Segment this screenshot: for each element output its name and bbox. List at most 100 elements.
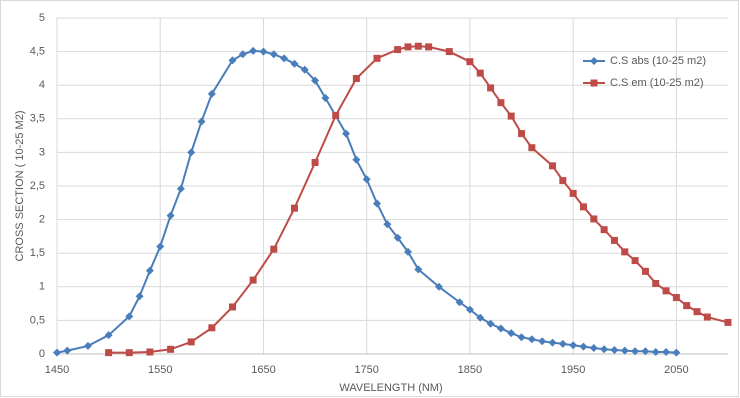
y-tick-label: 3 <box>39 146 45 158</box>
data-point <box>404 43 412 51</box>
data-point <box>63 346 72 355</box>
data-point <box>290 204 298 212</box>
data-point <box>311 158 319 166</box>
data-point <box>332 111 340 119</box>
data-point <box>342 129 351 138</box>
data-point <box>641 267 649 275</box>
data-point <box>631 347 640 356</box>
data-point <box>641 347 650 356</box>
data-point <box>703 313 711 321</box>
x-tick-label: 1850 <box>458 364 482 376</box>
data-point <box>269 50 278 59</box>
y-tick-label: 1,5 <box>30 247 45 259</box>
data-point <box>311 76 320 85</box>
data-point <box>476 69 484 77</box>
data-point <box>249 276 257 284</box>
data-point <box>693 308 701 316</box>
data-point <box>589 343 598 352</box>
data-point <box>145 266 154 275</box>
data-point <box>414 42 422 50</box>
data-point <box>238 50 247 59</box>
data-point <box>662 347 671 356</box>
data-point <box>579 342 588 351</box>
data-point <box>352 155 361 164</box>
y-tick-label: 0 <box>39 348 45 360</box>
data-point <box>610 345 619 354</box>
data-point <box>518 130 526 138</box>
legend-label: C.S abs (10-25 m2) <box>610 55 706 67</box>
y-tick-label: 4 <box>39 79 45 91</box>
data-point <box>383 220 392 229</box>
data-point <box>559 177 567 185</box>
data-point <box>527 335 536 344</box>
data-point <box>662 287 670 295</box>
data-point <box>497 99 505 107</box>
data-point <box>187 148 196 157</box>
y-tick-label: 0,5 <box>30 314 45 326</box>
data-point <box>558 339 567 348</box>
data-point <box>228 56 237 65</box>
data-point <box>176 184 185 193</box>
data-point <box>280 54 289 63</box>
data-point <box>590 215 598 223</box>
data-point <box>434 282 443 291</box>
data-point <box>548 338 557 347</box>
data-point <box>621 248 629 256</box>
legend-label: C.S em (10-25 m2) <box>610 77 704 89</box>
data-point <box>394 46 402 54</box>
data-point <box>414 265 423 274</box>
x-tick-label: 1650 <box>251 364 275 376</box>
data-point <box>105 349 113 357</box>
x-axis-title: WAVELENGTH (NM) <box>339 382 442 394</box>
data-point <box>651 347 660 356</box>
legend-marker <box>590 79 598 87</box>
data-point <box>187 338 195 346</box>
data-point <box>507 329 516 338</box>
data-point <box>135 292 144 301</box>
data-point <box>156 242 165 251</box>
data-point <box>486 319 495 328</box>
x-tick-label: 1750 <box>354 364 378 376</box>
data-point <box>352 74 360 82</box>
data-point <box>549 162 557 170</box>
data-point <box>373 199 382 208</box>
data-point <box>403 247 412 256</box>
data-point <box>197 117 206 126</box>
data-point <box>569 189 577 197</box>
data-point <box>528 144 536 152</box>
data-point <box>600 345 609 354</box>
data-point <box>362 175 371 184</box>
data-point <box>631 257 639 265</box>
data-point <box>465 305 474 314</box>
data-point <box>249 46 258 55</box>
x-tick-label: 1450 <box>45 364 69 376</box>
data-point <box>425 43 433 51</box>
data-point <box>683 302 691 310</box>
data-point <box>83 341 92 350</box>
y-tick-label: 4,5 <box>30 46 45 58</box>
data-point <box>517 333 526 342</box>
data-point <box>652 279 660 287</box>
data-point <box>270 245 278 253</box>
data-point <box>610 236 618 244</box>
data-point <box>487 84 495 92</box>
data-point <box>373 54 381 62</box>
data-point <box>125 349 133 357</box>
data-point <box>466 58 474 66</box>
y-tick-label: 3,5 <box>30 113 45 125</box>
data-point <box>146 348 154 356</box>
y-tick-label: 5 <box>39 12 45 24</box>
data-point <box>672 348 681 357</box>
data-point <box>259 47 268 56</box>
x-tick-label: 1950 <box>561 364 585 376</box>
data-point <box>207 89 216 98</box>
data-point <box>104 331 113 340</box>
data-point <box>507 112 515 120</box>
y-tick-label: 2 <box>39 214 45 226</box>
data-point <box>125 312 134 321</box>
data-point <box>620 346 629 355</box>
data-point <box>290 59 299 68</box>
data-point <box>672 294 680 302</box>
